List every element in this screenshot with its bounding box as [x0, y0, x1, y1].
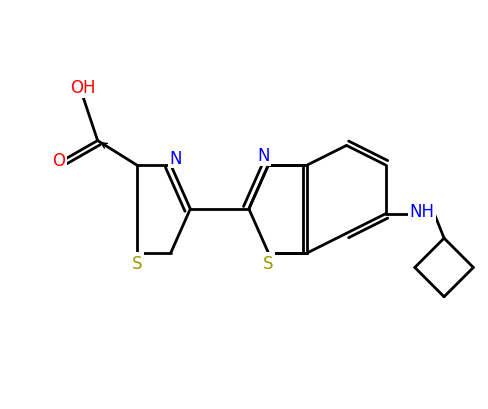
Text: S: S — [131, 254, 142, 272]
Text: O: O — [52, 152, 65, 170]
Text: NH: NH — [409, 203, 435, 221]
Text: N: N — [169, 149, 182, 167]
Text: N: N — [257, 147, 270, 165]
Text: S: S — [263, 254, 274, 272]
Text: OH: OH — [70, 79, 96, 97]
